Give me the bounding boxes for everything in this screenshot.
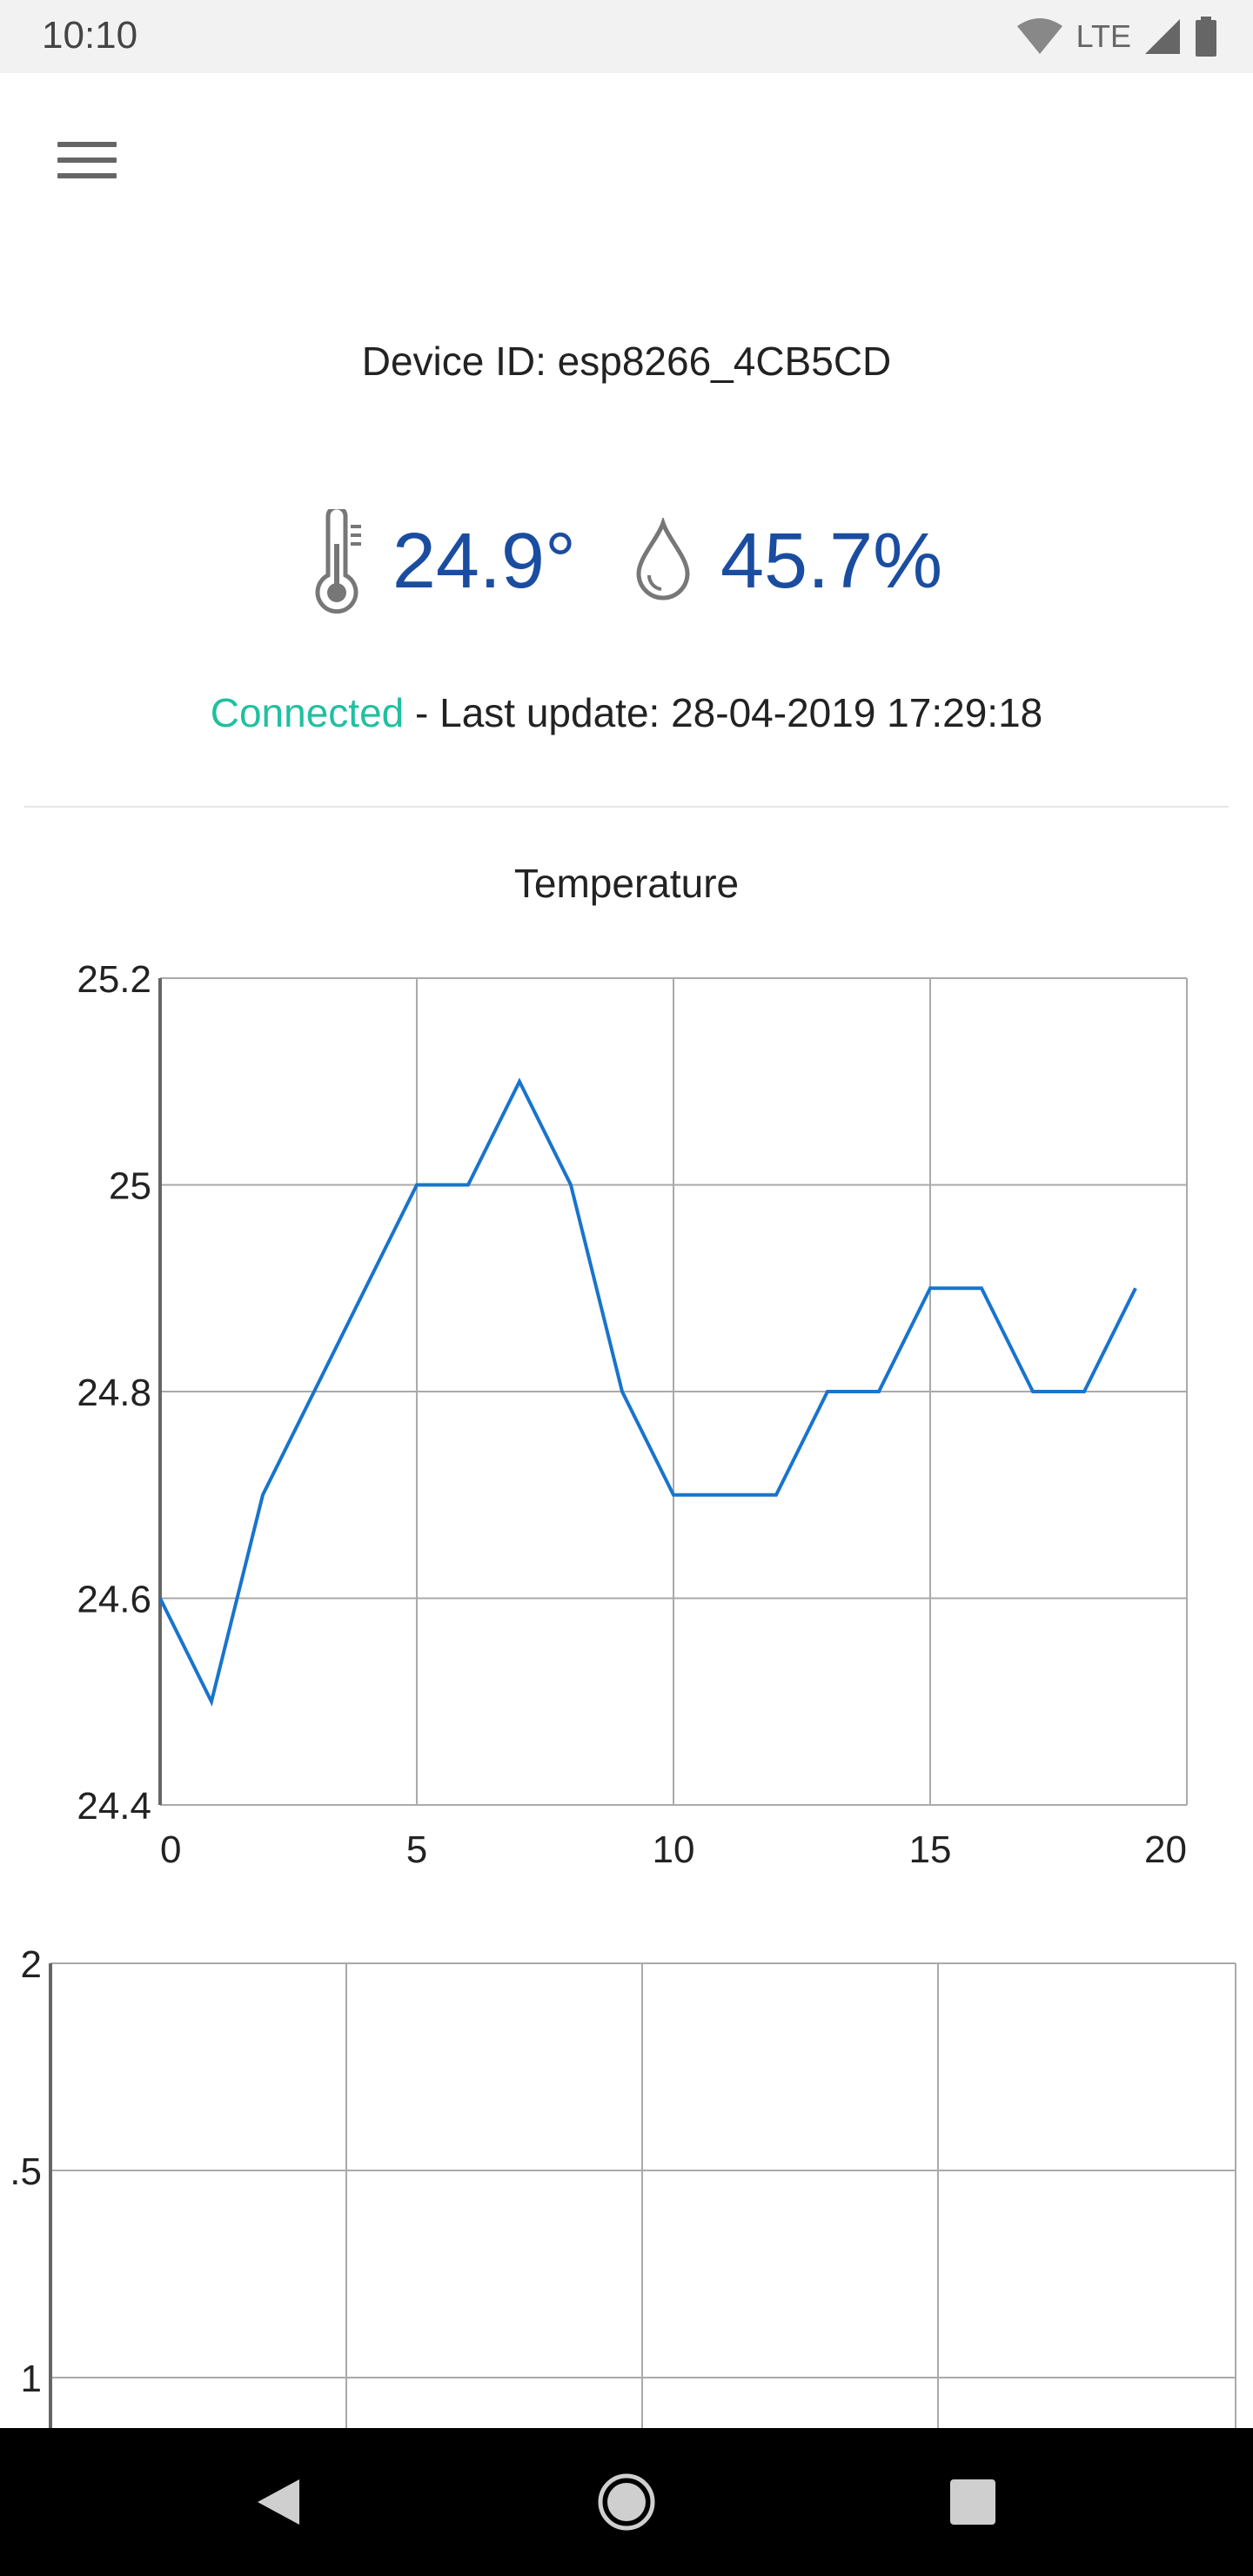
water-drop-icon	[636, 518, 690, 600]
temperature-value: 24.9°	[392, 517, 576, 605]
x-tick-label: 0	[160, 1828, 181, 1871]
navigation-bar	[0, 2428, 1253, 2576]
menu-line	[57, 158, 117, 163]
home-icon[interactable]	[592, 2467, 661, 2537]
connection-state: Connected	[210, 690, 405, 735]
humidity-value: 45.7%	[720, 517, 943, 605]
device-id: Device ID: esp8266_4CB5CD	[361, 339, 892, 384]
signal-icon	[1145, 19, 1180, 54]
temperature-line	[158, 1077, 1137, 1707]
humidity-reading: 45.7%	[576, 517, 942, 607]
hamburger-menu-icon[interactable]	[49, 131, 125, 190]
menu-line	[57, 142, 117, 147]
y-tick-label: 1	[21, 2358, 42, 2400]
status-icons: LTE	[1015, 14, 1218, 59]
last-update: - Last update: 28-04-2019 17:29:18	[404, 690, 1043, 735]
battery-icon	[1196, 17, 1216, 57]
y-tick-label: 2	[21, 1943, 42, 1986]
y-tick-label: 24.8	[77, 1372, 151, 1414]
chart-title: Temperature	[513, 861, 740, 906]
lte-label: LTE	[1075, 18, 1131, 54]
recents-icon[interactable]	[938, 2467, 1008, 2537]
menu-line	[57, 173, 117, 178]
connection-status: Connected - Last update: 28-04-2019 17:2…	[0, 689, 1253, 736]
y-tick-label: .5	[10, 2150, 42, 2193]
wifi-icon	[1016, 18, 1062, 54]
thermometer-icon	[315, 509, 361, 614]
status-bar: 10:10 LTE	[0, 0, 1253, 73]
back-icon[interactable]	[244, 2467, 313, 2537]
temperature-reading: 24.9°	[311, 509, 576, 614]
y-tick-label: 24.4	[77, 1785, 151, 1828]
readings-row: 24.9° 45.7%	[0, 505, 1253, 618]
x-tick-label: 15	[909, 1828, 952, 1871]
y-tick-label: 25.2	[77, 958, 151, 1001]
y-tick-label: 24.6	[77, 1579, 151, 1621]
y-tick-label: 25	[109, 1165, 151, 1208]
temperature-chart: 24.4 24.6 24.8 25 25.2 0 5 10 15 20	[77, 958, 1188, 1871]
status-time: 10:10	[42, 14, 138, 57]
humidity-chart: 2.51	[10, 1943, 1236, 2428]
x-tick-label: 10	[653, 1828, 695, 1871]
x-tick-label: 20	[1144, 1828, 1187, 1871]
x-tick-label: 5	[406, 1828, 427, 1871]
divider	[24, 806, 1229, 808]
